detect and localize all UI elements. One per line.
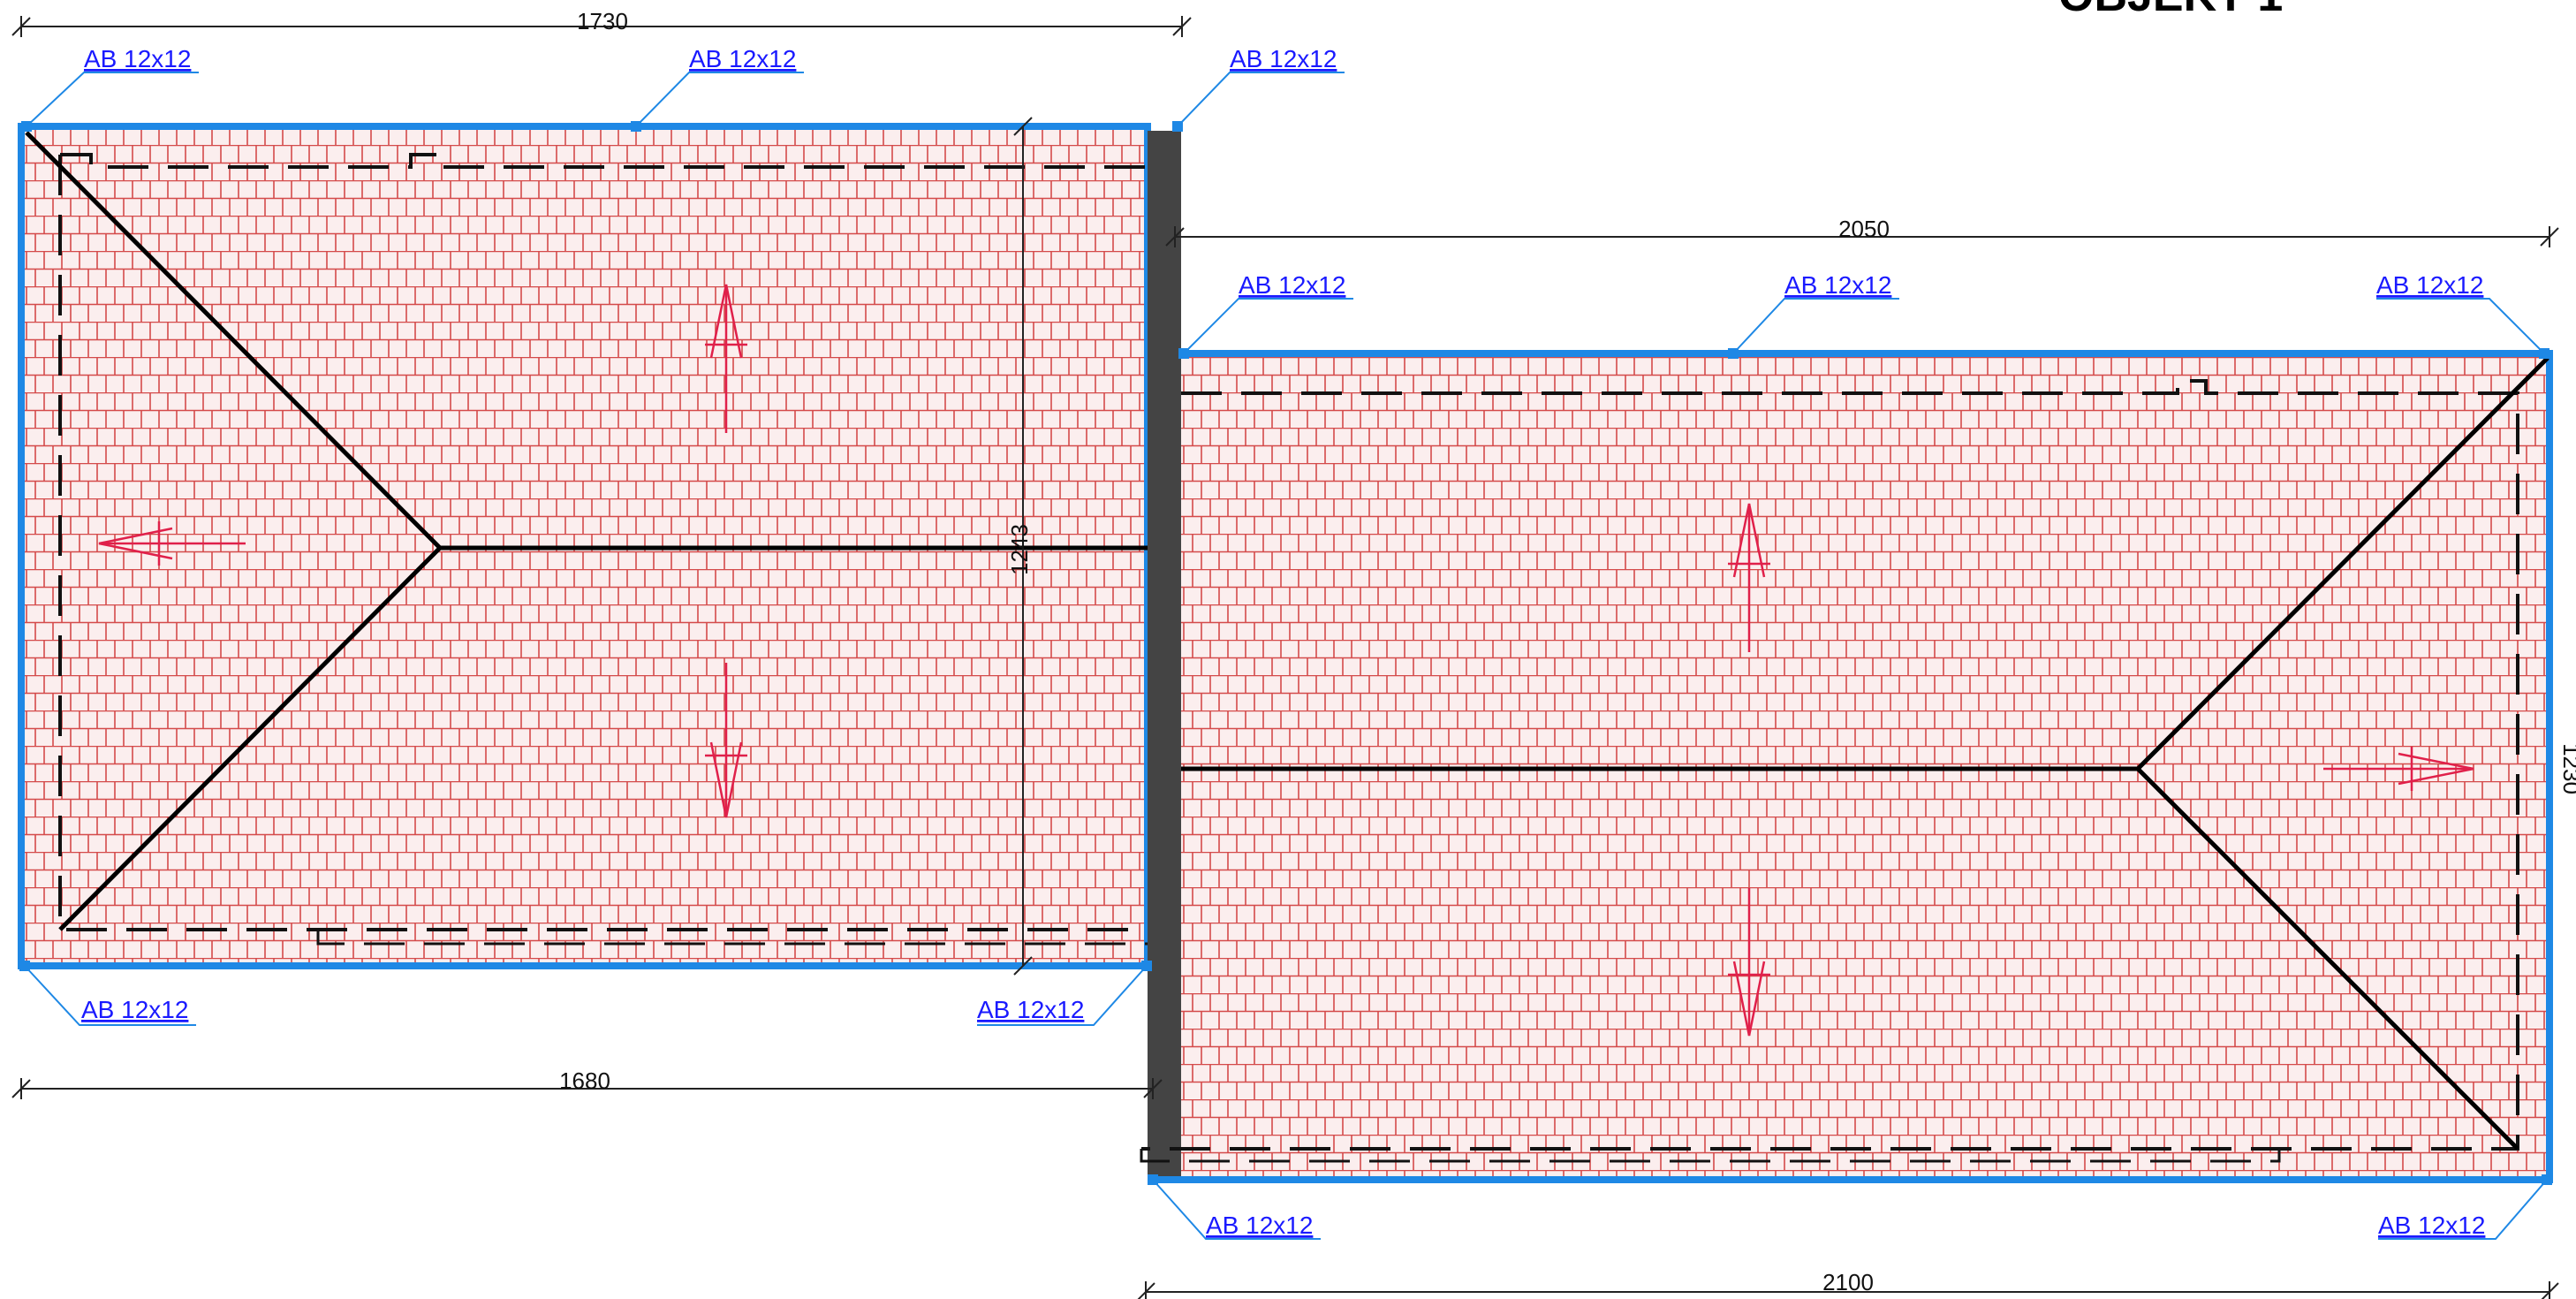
- support-label: AB 12x12: [1239, 271, 1345, 299]
- left-roof: 1243: [18, 117, 1179, 976]
- dim-right-depth: 1230: [2558, 743, 2576, 794]
- support-label: AB 12x12: [84, 45, 191, 72]
- gable-wall: [1148, 131, 1181, 1180]
- support-label-leaders: [24, 72, 2548, 1240]
- support-label: AB 12x12: [2376, 271, 2483, 299]
- support-label: AB 12x12: [81, 996, 188, 1023]
- right-wall-notch: [1140, 1149, 2281, 1163]
- dimension-lines: [11, 16, 2559, 1299]
- dim-tick: [1013, 117, 1033, 136]
- support-label: AB 12x12: [2378, 1212, 2485, 1239]
- slope-direction-arrow: [705, 663, 747, 818]
- dim-top-left: 1730: [577, 8, 628, 34]
- dim-tick: [1013, 956, 1033, 976]
- support-label: AB 12x12: [1784, 271, 1891, 299]
- dim-bottom-left: 1680: [559, 1067, 610, 1094]
- slope-direction-arrow: [1728, 888, 1770, 1037]
- left-wall-notch: [316, 930, 1148, 946]
- slope-direction-arrow: [1728, 503, 1770, 652]
- left-depth-label: 1243: [1006, 524, 1033, 575]
- object-title: OBJEKT 1: [2058, 0, 2283, 21]
- left-wall-outline: [58, 153, 1148, 931]
- support-label: AB 12x12: [1206, 1212, 1313, 1239]
- support-label: AB 12x12: [1230, 45, 1337, 72]
- dim-bottom-right: 2100: [1822, 1269, 1874, 1295]
- support-label: AB 12x12: [689, 45, 796, 72]
- support-nodes: [19, 121, 2552, 1185]
- right-roof-edge: [1153, 350, 2553, 1183]
- slope-direction-arrow: [2323, 747, 2474, 791]
- dim-top-right: 2050: [1838, 216, 1890, 242]
- slope-direction-arrow: [98, 521, 246, 566]
- right-wall-outline: [1141, 379, 2519, 1151]
- slope-direction-arrow: [705, 284, 747, 433]
- slope-arrows: [98, 284, 2474, 1037]
- right-roof: [1140, 350, 2553, 1183]
- support-label: AB 12x12: [977, 996, 1084, 1023]
